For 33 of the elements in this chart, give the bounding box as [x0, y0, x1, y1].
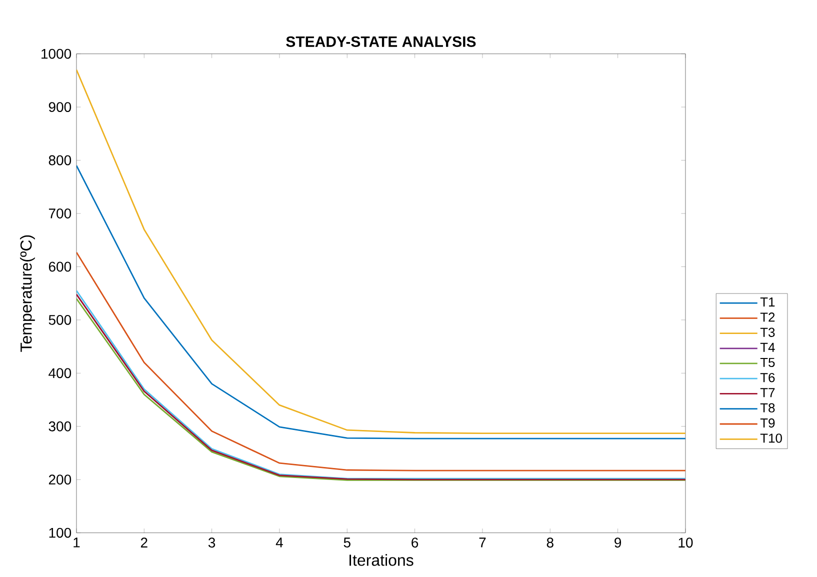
x-tick-label: 9 [614, 538, 622, 548]
legend-label: T5 [760, 358, 775, 368]
y-tick-label: 500 [48, 314, 72, 325]
x-tick-label: 3 [208, 538, 216, 548]
legend-label: T6 [760, 373, 775, 382]
x-axis-title: Iterations [350, 554, 414, 566]
x-tick-label: 2 [140, 538, 148, 548]
y-tick-label: 400 [48, 368, 72, 378]
legend-label: T1 [760, 298, 775, 306]
y-tick-label: 800 [48, 155, 72, 166]
x-tick-label: 10 [678, 538, 693, 548]
legend-label: T10 [760, 434, 782, 443]
y-tick-label: 100 [49, 528, 72, 538]
legend-label: T8 [760, 403, 775, 412]
x-tick-label: 6 [412, 538, 418, 548]
x-tick-label: 1 [74, 538, 80, 548]
legend-label: T9 [760, 418, 775, 428]
chart-title: STEADY-STATE ANALYSIS [286, 36, 476, 47]
y-axis-title: Temperature(ºC) [20, 235, 35, 352]
y-tick-label: 1000 [42, 48, 72, 59]
legend-label: T7 [760, 388, 775, 398]
x-tick-label: 4 [276, 538, 283, 548]
x-tick-label: 8 [546, 538, 554, 548]
y-tick-label: 300 [48, 421, 72, 432]
legend-label: T2 [760, 312, 775, 322]
x-tick-label: 5 [344, 538, 350, 548]
legend-label: T4 [760, 342, 775, 352]
y-tick-label: 900 [48, 102, 72, 112]
y-tick-label: 600 [48, 262, 72, 272]
y-tick-label: 700 [48, 208, 72, 218]
y-tick-label: 200 [48, 474, 72, 485]
legend-label: T3 [760, 328, 775, 337]
x-tick-label: 7 [479, 538, 486, 548]
